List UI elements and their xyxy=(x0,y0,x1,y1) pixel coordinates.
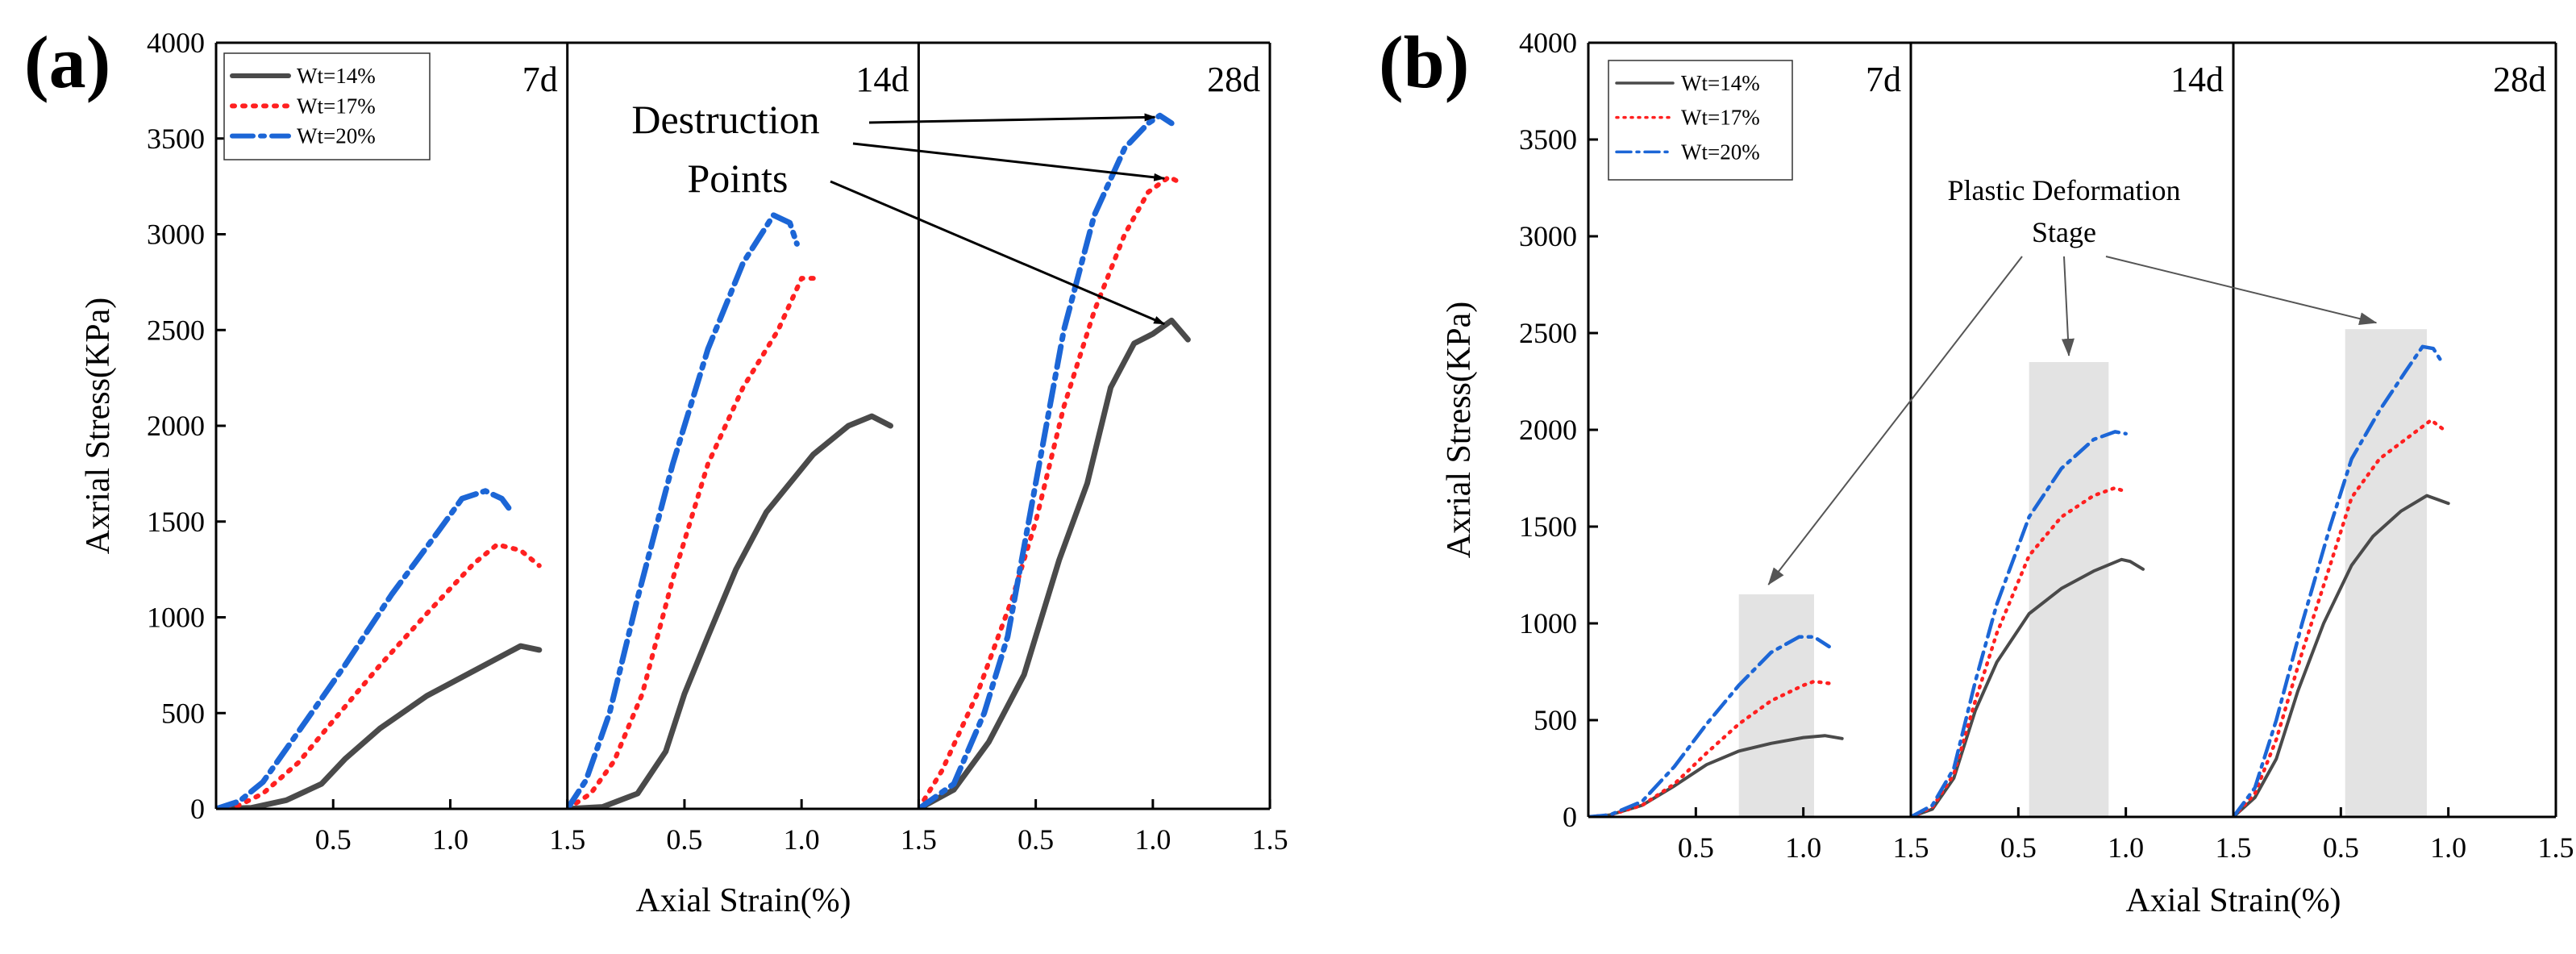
panel-label: (a) xyxy=(24,21,110,103)
y-tick-label: 2500 xyxy=(1519,317,1577,349)
subplot-28d: 28d 0.5 1.0 1.5 xyxy=(2233,60,2574,864)
y-tick-label: 0 xyxy=(1563,801,1577,833)
y-tick-label: 2500 xyxy=(147,314,205,346)
panel-a: (a) 7d 0.5 1.0 1.5 14d 0.5 1.0 1.5 28d 0.5 1.0 1.5 0 5… xyxy=(24,21,1288,919)
y-tick-label: 2000 xyxy=(147,410,205,442)
subplot-7d: 7d 0.5 1.0 1.5 xyxy=(216,60,585,856)
series-line-wt14 xyxy=(216,643,543,809)
y-tick-label: 2000 xyxy=(1519,414,1577,446)
legend-label: Wt=14% xyxy=(297,64,376,88)
y-tick-label: 3500 xyxy=(147,123,205,155)
annotation-arrow xyxy=(2061,256,2075,356)
x-axis-title: Axial Strain(%) xyxy=(635,882,851,919)
x-tick-label: 1.5 xyxy=(1893,831,1929,864)
x-tick-label: 1.5 xyxy=(2538,831,2574,864)
annotation-text: Destruction xyxy=(631,97,819,142)
x-tick-label: 1.0 xyxy=(1134,823,1171,856)
x-tick-label: 0.5 xyxy=(1017,823,1054,856)
legend-label: Wt=17% xyxy=(1681,106,1760,130)
y-tick-label: 0 xyxy=(190,793,205,825)
x-tick-label: 1.0 xyxy=(1785,831,1821,864)
y-tick-label: 500 xyxy=(161,697,205,729)
y-tick-label: 3000 xyxy=(1519,220,1577,252)
series-line-wt14 xyxy=(918,317,1191,809)
annotation-text: Plastic Deformation xyxy=(1948,174,2181,206)
series-line-wt14 xyxy=(2233,494,2450,817)
y-tick-label: 1000 xyxy=(1519,607,1577,639)
age-label: 28d xyxy=(2493,60,2546,99)
age-label: 7d xyxy=(1866,60,1901,99)
subplot-14d: 14d 0.5 1.0 1.5 xyxy=(567,60,937,856)
subplot-7d: 7d 0.5 1.0 1.5 xyxy=(1588,60,1929,864)
x-tick-label: 1.0 xyxy=(2430,831,2466,864)
series-line-wt14 xyxy=(1911,557,2145,817)
x-tick-label: 0.5 xyxy=(1678,831,1714,864)
panel-b: (b) 7d 0.5 1.0 1.5 14d 0.5 1.0 1.5 28d 0.5 1.0 1.5 0 5… xyxy=(1379,21,2574,919)
y-tick-label: 1000 xyxy=(147,602,205,634)
y-axis-title: Axrial Stress(KPa) xyxy=(1441,302,1478,558)
subplot-14d: 14d 0.5 1.0 1.5 xyxy=(1911,60,2252,864)
annotation-arrow xyxy=(868,113,1156,124)
annotation-arrow xyxy=(830,180,1166,326)
annotation-destruction-points: Destruction Points xyxy=(631,97,1166,326)
series-line-wt20 xyxy=(567,212,800,809)
x-tick-label: 1.5 xyxy=(1252,823,1288,856)
series-line-wt17 xyxy=(1911,485,2128,817)
plastic-deformation-region xyxy=(2345,329,2427,817)
series-line-wt17 xyxy=(216,542,542,809)
y-tick-label: 500 xyxy=(1534,704,1577,736)
y-tick-label: 3000 xyxy=(147,219,205,251)
legend-label: Wt=20% xyxy=(1681,140,1760,164)
x-tick-label: 1.5 xyxy=(549,823,585,856)
annotation-arrow xyxy=(1767,256,2023,585)
series-line-wt20 xyxy=(1911,430,2128,817)
plastic-deformation-region xyxy=(2029,362,2109,817)
annotation-plastic-deformation: Plastic Deformation Stage xyxy=(1767,174,2378,585)
series-line-wt17 xyxy=(2233,418,2446,817)
x-tick-label: 0.5 xyxy=(315,823,352,856)
annotation-text: Points xyxy=(687,156,788,201)
y-axis-title: Axrial Stress(KPa) xyxy=(80,298,117,554)
subplot-28d: 28d 0.5 1.0 1.5 xyxy=(918,60,1288,856)
x-tick-label: 0.5 xyxy=(666,823,702,856)
series-line-wt14 xyxy=(567,413,893,809)
y-tick-label: 4000 xyxy=(1519,27,1577,59)
x-tick-label: 1.5 xyxy=(2216,831,2252,864)
series-line-wt17 xyxy=(567,276,823,809)
y-tick-label: 4000 xyxy=(147,27,205,59)
legend-label: Wt=17% xyxy=(297,94,376,118)
x-tick-label: 1.0 xyxy=(2108,831,2144,864)
legend-label: Wt=14% xyxy=(1681,71,1760,95)
age-label: 7d xyxy=(522,60,558,99)
legend-box xyxy=(223,52,431,160)
series-line-wt20 xyxy=(1588,635,1831,817)
series-line-wt17 xyxy=(1588,679,1831,817)
annotation-arrow xyxy=(852,142,1166,181)
y-tick-label: 1500 xyxy=(147,506,205,538)
series-line-wt17 xyxy=(918,174,1179,809)
x-axis-title: Axial Strain(%) xyxy=(2125,882,2341,919)
legend-box xyxy=(1608,60,1793,181)
series-line-wt20 xyxy=(2233,344,2444,817)
annotation-text: Stage xyxy=(2032,216,2096,248)
age-label: 14d xyxy=(855,60,909,99)
legend: Wt=14% Wt=17% Wt=20% xyxy=(1608,60,1793,181)
panel-label: (b) xyxy=(1379,21,1469,103)
x-tick-label: 1.5 xyxy=(901,823,937,856)
series-line-wt20 xyxy=(216,488,512,809)
plastic-deformation-region xyxy=(1738,594,1814,817)
x-tick-label: 0.5 xyxy=(2323,831,2359,864)
y-tick-label: 3500 xyxy=(1519,123,1577,156)
annotation-arrow xyxy=(2105,256,2378,325)
x-tick-label: 1.0 xyxy=(784,823,820,856)
legend-label: Wt=20% xyxy=(297,124,376,148)
age-label: 28d xyxy=(1207,60,1260,99)
x-tick-label: 0.5 xyxy=(2000,831,2037,864)
x-tick-label: 1.0 xyxy=(432,823,468,856)
y-tick-label: 1500 xyxy=(1519,510,1577,543)
legend: Wt=14% Wt=17% Wt=20% xyxy=(223,52,431,160)
age-label: 14d xyxy=(2170,60,2224,99)
